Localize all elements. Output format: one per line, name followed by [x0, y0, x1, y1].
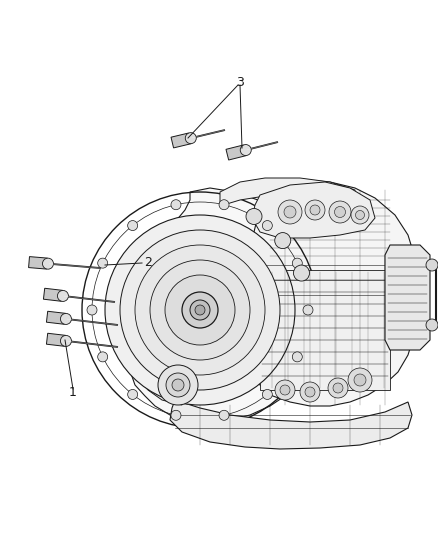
Circle shape [172, 379, 184, 391]
Circle shape [171, 410, 181, 421]
Circle shape [356, 211, 364, 220]
Circle shape [335, 206, 346, 217]
FancyBboxPatch shape [260, 270, 390, 390]
Polygon shape [240, 180, 418, 406]
Circle shape [275, 380, 295, 400]
Polygon shape [170, 400, 412, 449]
Circle shape [275, 232, 291, 248]
Circle shape [300, 382, 320, 402]
Circle shape [105, 215, 295, 405]
Circle shape [42, 258, 53, 269]
Circle shape [310, 205, 320, 215]
Circle shape [98, 258, 108, 268]
Circle shape [348, 368, 372, 392]
Text: 1: 1 [69, 386, 77, 400]
Circle shape [333, 383, 343, 393]
Circle shape [293, 265, 310, 281]
Circle shape [278, 200, 302, 224]
Circle shape [135, 245, 265, 375]
Circle shape [262, 221, 272, 231]
Polygon shape [46, 311, 66, 324]
Circle shape [219, 200, 229, 209]
Circle shape [303, 305, 313, 315]
Circle shape [305, 387, 315, 397]
Polygon shape [171, 133, 191, 148]
Circle shape [98, 352, 108, 362]
Circle shape [329, 201, 351, 223]
Circle shape [426, 319, 438, 331]
Polygon shape [125, 188, 322, 422]
Circle shape [195, 305, 205, 315]
Polygon shape [385, 245, 430, 350]
Circle shape [262, 390, 272, 399]
Circle shape [150, 260, 250, 360]
Circle shape [292, 258, 302, 268]
Circle shape [127, 390, 138, 399]
Circle shape [292, 352, 302, 362]
Circle shape [60, 335, 71, 346]
Circle shape [354, 374, 366, 386]
Circle shape [219, 410, 229, 421]
Circle shape [127, 221, 138, 231]
Polygon shape [28, 256, 47, 269]
Circle shape [240, 144, 251, 156]
Polygon shape [226, 145, 246, 160]
Polygon shape [46, 333, 66, 346]
Circle shape [305, 200, 325, 220]
Circle shape [87, 305, 97, 315]
Circle shape [351, 206, 369, 224]
Circle shape [246, 208, 262, 224]
Polygon shape [122, 252, 200, 405]
Text: 2: 2 [144, 256, 152, 270]
Circle shape [185, 133, 196, 144]
Circle shape [426, 259, 438, 271]
Text: 3: 3 [236, 76, 244, 88]
Circle shape [57, 290, 68, 302]
Circle shape [280, 385, 290, 395]
Circle shape [190, 300, 210, 320]
Circle shape [284, 206, 296, 218]
Polygon shape [220, 178, 355, 206]
Circle shape [166, 373, 190, 397]
Circle shape [120, 230, 280, 390]
Circle shape [165, 275, 235, 345]
Circle shape [182, 292, 218, 328]
Circle shape [171, 200, 181, 209]
Circle shape [328, 378, 348, 398]
Circle shape [60, 313, 71, 325]
Circle shape [158, 365, 198, 405]
Polygon shape [252, 182, 375, 238]
Polygon shape [43, 288, 63, 301]
